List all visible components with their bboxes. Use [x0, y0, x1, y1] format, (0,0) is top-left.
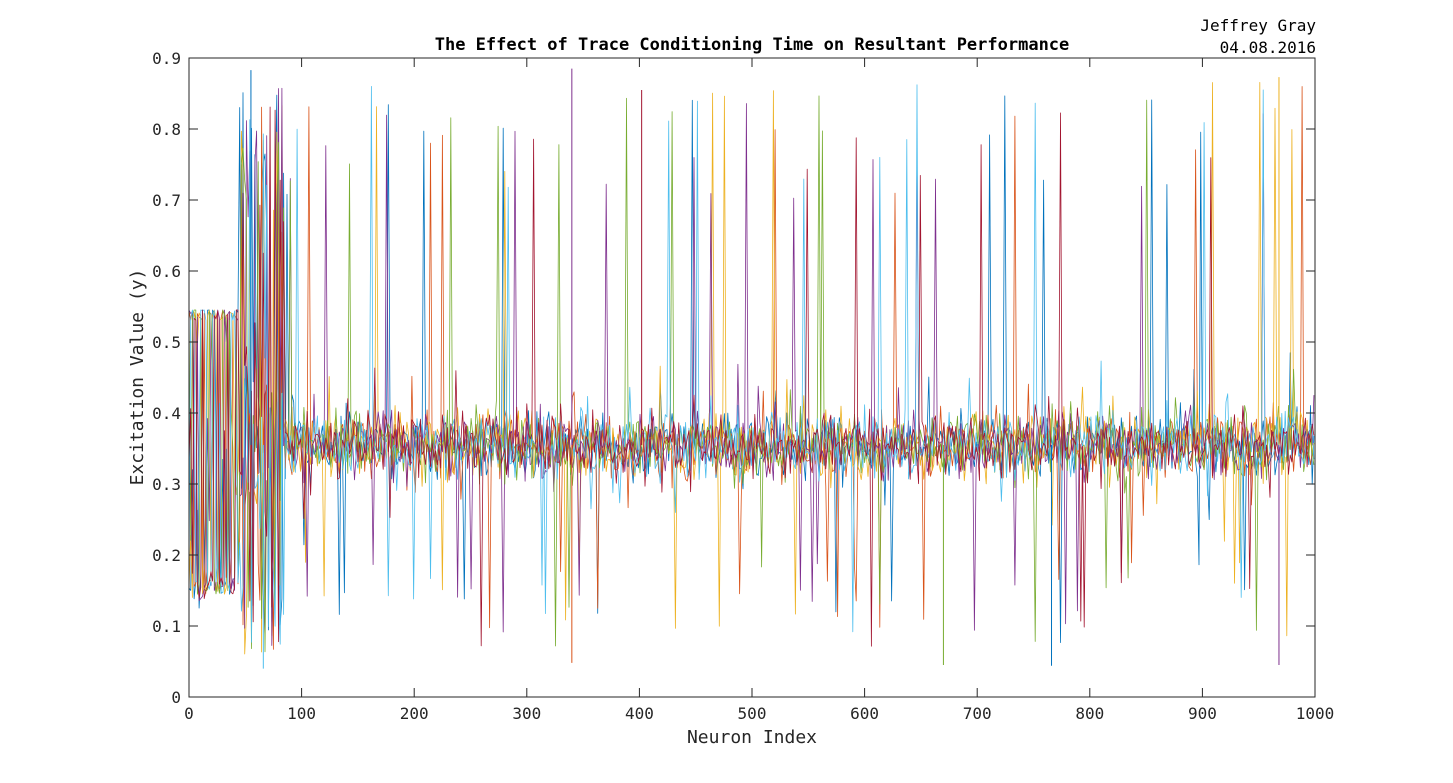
x-axis-label: Neuron Index [687, 727, 817, 748]
chart-title: The Effect of Trace Conditioning Time on… [435, 35, 1070, 55]
series-line-7 [188, 106, 1315, 647]
y-tick-label: 0.4 [152, 404, 181, 423]
y-tick-label: 0.9 [152, 49, 181, 68]
series-line-5 [188, 95, 1315, 653]
x-tick-label: 100 [287, 704, 316, 723]
y-tick-label: 0.2 [152, 546, 181, 565]
y-tick-label: 0.5 [152, 333, 181, 352]
series-line-2 [188, 86, 1315, 650]
x-tick-label: 800 [1075, 704, 1104, 723]
x-tick-label: 500 [738, 704, 767, 723]
x-tick-label: 200 [400, 704, 429, 723]
y-tick-label: 0.1 [152, 617, 181, 636]
x-tick-label: 400 [625, 704, 654, 723]
x-tick-label: 700 [963, 704, 992, 723]
y-tick-label: 0 [171, 688, 181, 707]
y-axis-label: Excitation Value (y) [127, 269, 148, 486]
x-axis-ticks: 0 100 200 300 400 500 600 700 800 900 1000 [184, 58, 1334, 723]
series-layer [188, 68, 1315, 669]
y-tick-label: 0.7 [152, 191, 181, 210]
x-tick-label: 0 [184, 704, 194, 723]
x-tick-label: 300 [512, 704, 541, 723]
date-annotation: 04.08.2016 [1220, 38, 1316, 57]
y-tick-label: 0.3 [152, 475, 181, 494]
x-tick-label: 600 [850, 704, 879, 723]
x-tick-label: 1000 [1296, 704, 1335, 723]
x-tick-label: 900 [1188, 704, 1217, 723]
y-axis-ticks: 0 0.1 0.2 0.3 0.4 0.5 0.6 0.7 0.8 0.9 [152, 49, 1315, 707]
y-tick-label: 0.6 [152, 262, 181, 281]
y-tick-label: 0.8 [152, 120, 181, 139]
author-annotation: Jeffrey Gray [1200, 16, 1316, 35]
